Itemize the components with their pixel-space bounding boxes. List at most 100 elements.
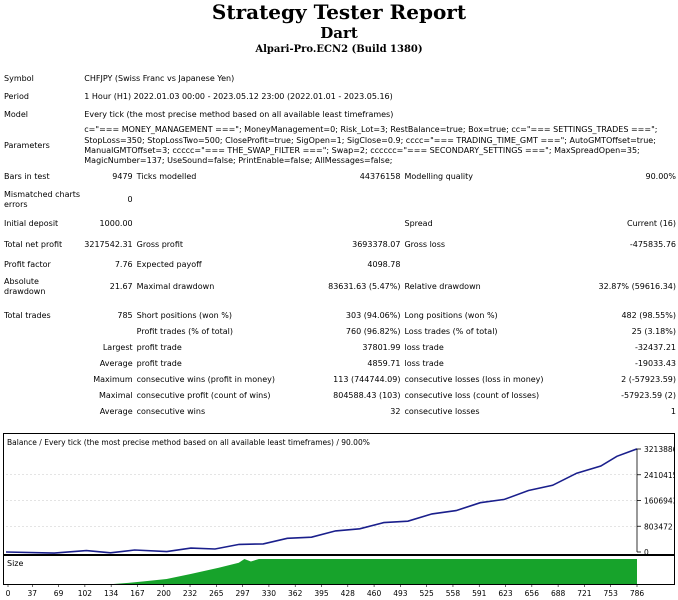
size-x-tick-label: 721 [577, 589, 592, 598]
period-label: Period [4, 91, 29, 101]
balance-line [5, 448, 638, 554]
ticks-label: Ticks modelled [136, 171, 197, 181]
short-label: Short positions (won %) [136, 310, 232, 320]
largest-label: Largest [102, 342, 133, 352]
ticks-value: 44376158 [359, 171, 401, 181]
size-x-tick-label: 265 [209, 589, 224, 598]
balance-y-tick-label: 2410415 [644, 471, 675, 480]
avg-loss-value: -19033.43 [634, 358, 676, 368]
size-x-tick-label: 428 [341, 589, 356, 598]
parameters-value: c="=== MONEY_MANAGEMENT ==="; MoneyManag… [84, 125, 658, 166]
maximal-label: Maximal [98, 390, 133, 400]
size-x-tick-label: 200 [157, 589, 172, 598]
size-x-tick-label: 688 [551, 589, 566, 598]
balance-y-tick-label: 1606943 [644, 497, 675, 506]
size-x-ticks: 0 37 69 102 134 167 200 232 265 297 330 362 395 428 46… [6, 584, 645, 598]
balance-chart: Balance / Every tick (the most precise m… [3, 433, 675, 555]
size-x-tick-label: 656 [525, 589, 540, 598]
quality-value: 90.00% [645, 171, 676, 181]
largest-loss-value: -32437.21 [634, 342, 676, 352]
cons-profit-value: 804588.43 (103) [333, 390, 401, 400]
pf-label: Profit factor [4, 259, 51, 269]
size-chart-title: Size [7, 559, 24, 568]
report-title: Strategy Tester Report [211, 0, 467, 24]
balance-y-tick-label: 3213886 [644, 445, 675, 454]
avg-cons-wins-label: consecutive wins [136, 406, 206, 416]
size-x-tick-label: 460 [367, 589, 382, 598]
trades-value: 785 [117, 310, 133, 320]
avg-profit-value: 4859.71 [367, 358, 401, 368]
avg-cons-losses-label: consecutive losses [404, 406, 480, 416]
grossprofit-value: 3693378.07 [352, 239, 401, 249]
spread-label: Spread [404, 218, 433, 228]
size-x-tick-label: 591 [472, 589, 487, 598]
deposit-value: 1000.00 [99, 218, 133, 228]
expert-name: Dart [320, 24, 358, 42]
ptrades-value: 760 (96.82%) [345, 326, 401, 336]
ltrades-value: 25 (3.18%) [631, 326, 676, 336]
model-value: Every tick (the most precise method base… [84, 109, 394, 119]
reldd-label: Relative drawdown [404, 281, 481, 291]
size-x-tick-label: 69 [54, 589, 64, 598]
absdd-label: Absolute drawdown [4, 276, 46, 296]
netprofit-value: 3217542.31 [84, 239, 133, 249]
grossloss-label: Gross loss [404, 239, 446, 249]
size-x-tick-label: 167 [130, 589, 145, 598]
cons-losses-money-label: consecutive losses (loss in money) [404, 374, 544, 384]
maximum-label: Maximum [93, 374, 133, 384]
size-x-tick-label: 525 [420, 589, 435, 598]
size-chart: Size 0 37 69 102 134 167 200 232 265 297 330 362 395… [3, 555, 675, 598]
avg-cons-losses-value: 1 [670, 406, 676, 416]
avg-loss-label: loss trade [404, 358, 444, 368]
ltrades-label: Loss trades (% of total) [404, 326, 498, 336]
mismatch-value: 0 [127, 194, 133, 204]
payoff-value: 4098.78 [367, 259, 401, 269]
grossprofit-label: Gross profit [136, 239, 183, 249]
ptrades-label: Profit trades (% of total) [136, 326, 234, 336]
size-x-tick-label: 102 [78, 589, 93, 598]
maxdd-label: Maximal drawdown [136, 281, 215, 291]
payoff-label: Expected payoff [136, 259, 202, 269]
symbol-value: CHFJPY (Swiss Franc vs Japanese Yen) [84, 73, 235, 83]
pf-value: 7.76 [114, 259, 133, 269]
size-x-tick-label: 623 [498, 589, 513, 598]
size-x-tick-label: 37 [28, 589, 38, 598]
balance-y-ticks: 3213886 2410415 1606943 803472 0 [636, 445, 675, 555]
mismatch-label: Mismatched charts errors [4, 189, 81, 209]
long-value: 482 (98.55%) [621, 310, 676, 320]
size-x-tick-label: 330 [262, 589, 277, 598]
absdd-value: 21.67 [109, 281, 133, 291]
bars-value: 9479 [112, 171, 133, 181]
cons-wins-money-label: consecutive wins (profit in money) [136, 374, 275, 384]
grossloss-value: -475835.76 [629, 239, 676, 249]
short-value: 303 (94.06%) [345, 310, 401, 320]
cons-losses-money-value: 2 (-57923.59) [621, 374, 676, 384]
model-label: Model [4, 109, 29, 119]
balance-grid [6, 474, 637, 527]
long-label: Long positions (won %) [404, 310, 498, 320]
largest-loss-label: loss trade [404, 342, 444, 352]
balance-chart-frame [3, 433, 675, 555]
largest-profit-label: profit trade [136, 342, 182, 352]
avg-cons-wins-value: 32 [390, 406, 401, 416]
size-area [6, 559, 637, 584]
size-x-tick-label: 395 [314, 589, 329, 598]
size-x-tick-label: 362 [288, 589, 303, 598]
period-value: 1 Hour (H1) 2022.01.03 00:00 - 2023.05.1… [84, 91, 393, 101]
spread-value: Current (16) [626, 218, 676, 228]
size-x-tick-label: 232 [183, 589, 198, 598]
bars-label: Bars in test [4, 171, 50, 181]
largest-profit-value: 37801.99 [362, 342, 401, 352]
cons-wins-money-value: 113 (744744.09) [333, 374, 401, 384]
size-x-tick-label: 0 [6, 589, 11, 598]
parameters-label: Parameters [4, 140, 50, 150]
symbol-label: Symbol [4, 73, 34, 83]
balance-y-tick-label: 0 [644, 548, 649, 555]
average2-label: Average [99, 406, 133, 416]
balance-y-tick-label: 803472 [644, 522, 673, 531]
size-x-tick-label: 786 [630, 589, 645, 598]
size-x-tick-label: 493 [393, 589, 408, 598]
deposit-label: Initial deposit [4, 218, 59, 228]
quality-label: Modelling quality [404, 171, 474, 181]
balance-chart-title: Balance / Every tick (the most precise m… [7, 438, 370, 447]
